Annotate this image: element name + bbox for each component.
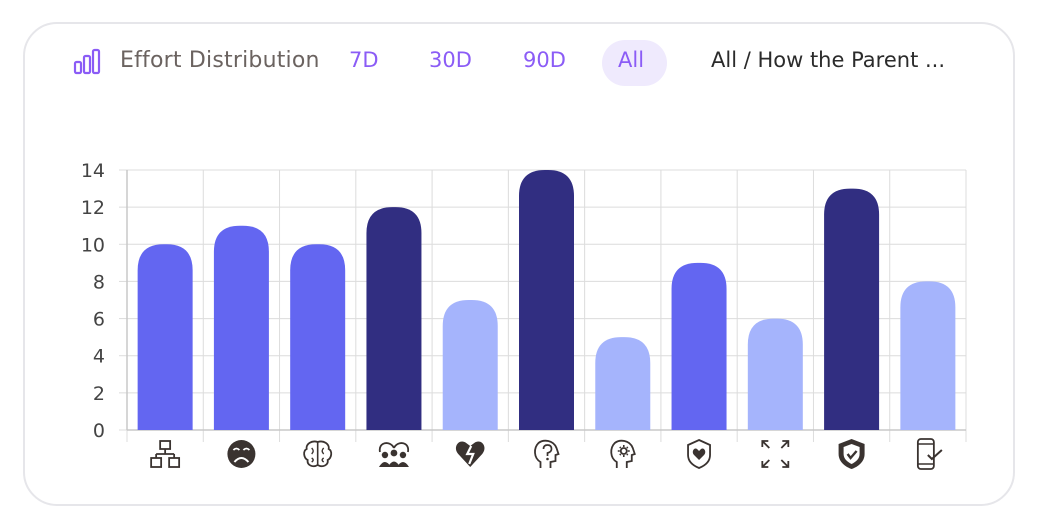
phone-check-icon — [916, 438, 943, 470]
bar-mind-gear — [595, 337, 651, 430]
y-tick-label: 6 — [93, 309, 105, 331]
family-heart-icon — [378, 442, 409, 467]
expand-icon — [761, 440, 790, 468]
bar-sad-face — [213, 225, 269, 430]
bar-shield-check — [824, 188, 880, 430]
y-tick-label: 4 — [93, 346, 105, 368]
y-tick-label: 8 — [93, 271, 105, 293]
bar-family-heart — [366, 207, 422, 430]
brain-icon — [303, 440, 333, 468]
bar-broken-heart — [442, 300, 498, 430]
bar-hierarchy — [137, 244, 193, 430]
sad-face-icon — [227, 440, 256, 468]
chart-title: Effort Distribution — [120, 48, 320, 73]
bar-expand — [747, 318, 803, 430]
range-7d-button[interactable]: 7D — [349, 48, 379, 72]
bar-brain — [290, 244, 346, 430]
y-tick-label: 2 — [93, 383, 105, 405]
broken-heart-icon — [455, 441, 485, 467]
range-all-pill[interactable] — [602, 40, 667, 86]
range-90d-button[interactable]: 90D — [523, 48, 566, 72]
question-head-icon — [534, 439, 560, 468]
breadcrumb[interactable]: All / How the Parent ... — [711, 48, 946, 72]
bar-shield-heart — [671, 262, 727, 430]
range-all-button[interactable]: All — [618, 48, 645, 72]
y-tick-label: 14 — [81, 160, 105, 182]
bar-question-head — [519, 170, 574, 430]
y-tick-label: 12 — [81, 197, 105, 219]
bar-phone-check — [900, 281, 956, 430]
mind-gear-icon — [610, 439, 636, 468]
bar-chart-icon — [73, 48, 101, 75]
hierarchy-icon — [150, 440, 181, 468]
range-30d-button[interactable]: 30D — [429, 48, 472, 72]
y-tick-label: 10 — [81, 234, 105, 256]
shield-check-icon — [838, 439, 865, 469]
chart-header: Effort Distribution 7D 30D 90D All All /… — [0, 0, 1038, 86]
shield-heart-icon — [687, 439, 711, 469]
y-tick-label: 0 — [93, 420, 105, 442]
